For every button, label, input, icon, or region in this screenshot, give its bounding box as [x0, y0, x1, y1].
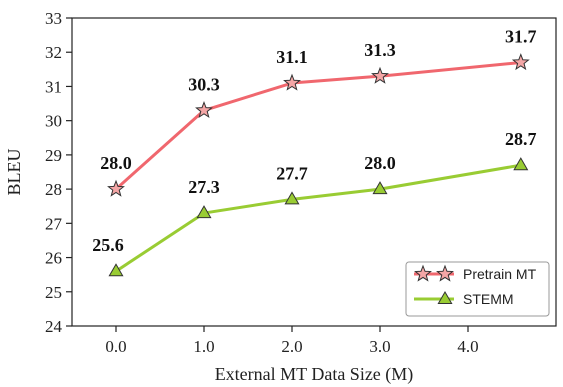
- series-line-pretrain-mt: [114, 60, 521, 191]
- data-point: [196, 205, 212, 219]
- data-point: [513, 157, 529, 171]
- data-label: 27.7: [276, 163, 308, 183]
- y-tick-label: 30: [45, 112, 62, 131]
- data-labels: 28.0 30.3 31.1 31.3 31.7 25.6 27.3 27.7 28.0 28.7: [92, 26, 536, 255]
- x-tick-label: 4.0: [457, 337, 478, 356]
- data-label: 31.1: [276, 47, 308, 67]
- data-point: [511, 53, 530, 71]
- y-tick-label: 25: [45, 283, 62, 302]
- data-label: 30.3: [188, 74, 220, 94]
- y-tick-label: 27: [45, 214, 63, 233]
- data-label: 25.6: [92, 235, 124, 255]
- x-tick-label: 0.0: [105, 337, 126, 356]
- legend: Pretrain MT STEMM: [405, 261, 550, 317]
- y-axis-title: BLEU: [4, 149, 24, 196]
- series-line-stemm: [115, 163, 522, 273]
- x-tick-label: 1.0: [193, 337, 214, 356]
- plot-frame: [71, 17, 557, 327]
- x-axis-title: External MT Data Size (M): [215, 364, 414, 385]
- data-point: [195, 100, 213, 119]
- legend-label-stemm: STEMM: [463, 291, 514, 307]
- y-tick-label: 28: [45, 180, 62, 199]
- data-label: 28.0: [364, 153, 396, 173]
- data-label: 31.3: [364, 40, 396, 60]
- data-point: [283, 73, 301, 91]
- data-point: [108, 263, 124, 277]
- x-tick-label: 2.0: [281, 337, 302, 356]
- y-tick-label: 31: [45, 77, 62, 96]
- data-label: 28.7: [505, 129, 537, 149]
- x-axis: 0.0 1.0 2.0 3.0 4.0: [105, 326, 479, 356]
- data-label: 31.7: [505, 26, 537, 46]
- data-point: [371, 66, 389, 84]
- data-point: [284, 191, 300, 205]
- x-tick-label: 3.0: [369, 337, 390, 356]
- data-point: [107, 179, 125, 197]
- legend-triangle-icon: [437, 290, 453, 305]
- legend-marker-stemm: [437, 290, 453, 305]
- legend-label-pretrain-mt: Pretrain MT: [463, 266, 537, 282]
- legend-marker-pretrain-mt: [414, 264, 454, 282]
- data-point: [372, 181, 388, 195]
- legend-star-icon: [436, 264, 454, 282]
- y-tick-label: 26: [45, 249, 62, 268]
- y-tick-label: 24: [45, 317, 63, 336]
- y-tick-label: 32: [45, 43, 62, 62]
- data-label: 27.3: [188, 177, 220, 197]
- legend-star-icon: [414, 264, 432, 282]
- data-label: 28.0: [100, 153, 132, 173]
- y-tick-label: 29: [45, 146, 62, 165]
- y-axis: 24 25 26 27 28 29 30 31 32 33: [45, 9, 72, 336]
- series-layer: [107, 53, 530, 277]
- y-tick-label: 33: [45, 9, 62, 28]
